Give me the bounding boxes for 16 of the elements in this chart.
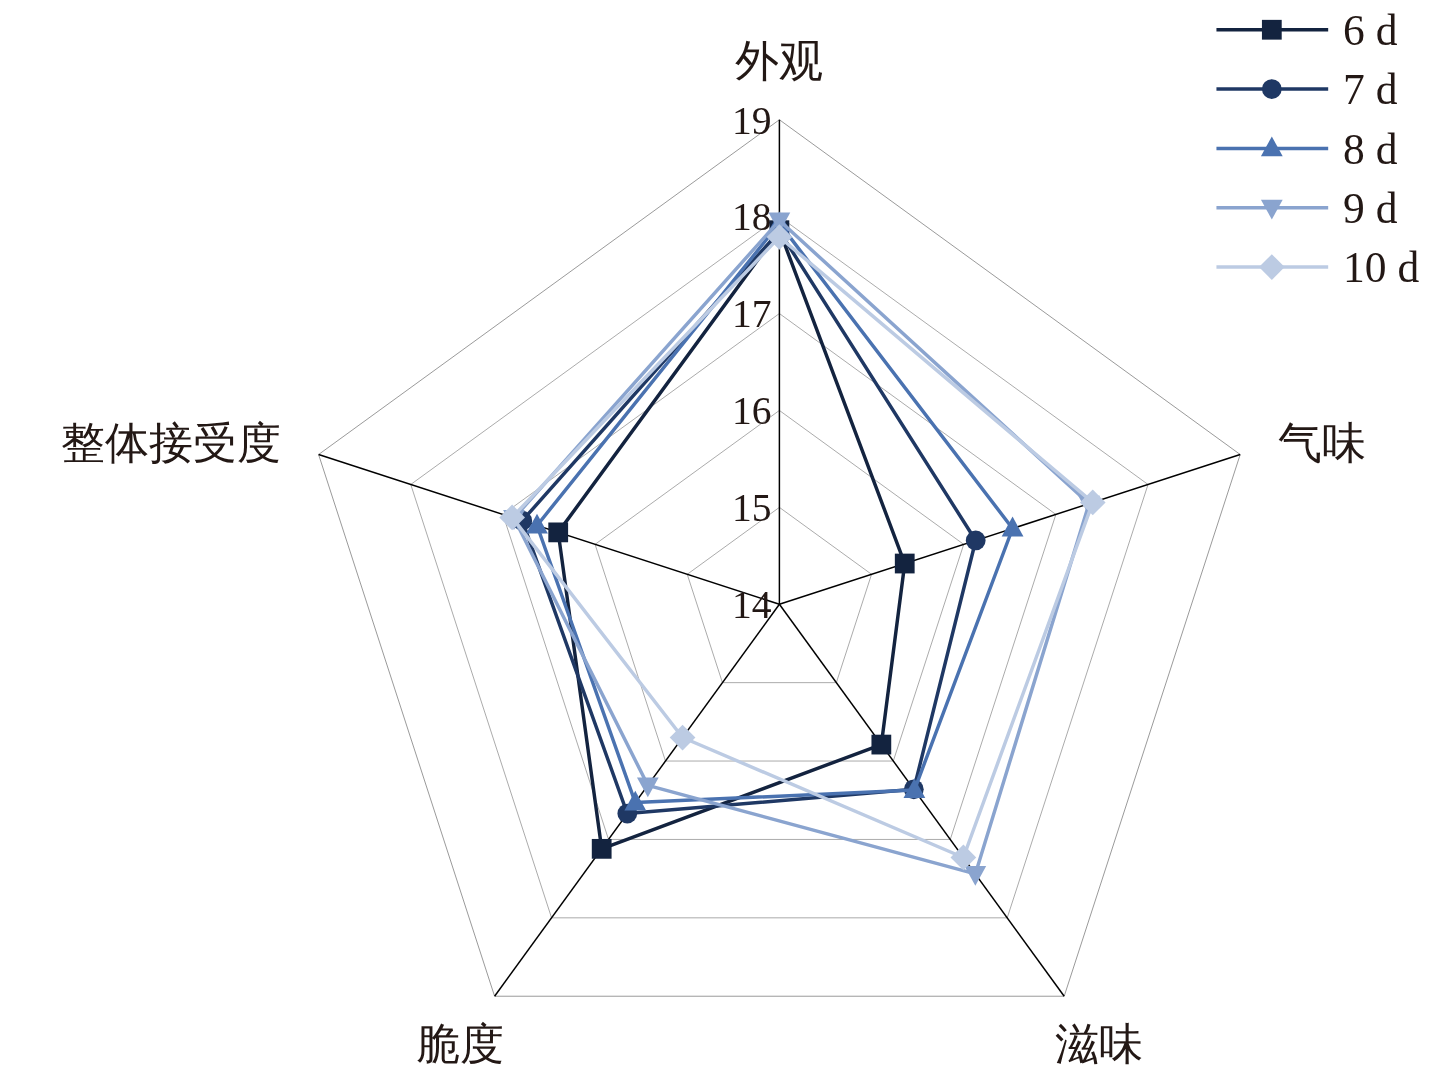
y-tick-label: 15 xyxy=(731,486,772,531)
y-tick-label: 14 xyxy=(731,583,772,628)
spoke-label: 整体接受度 xyxy=(60,418,281,467)
y-tick-label: 16 xyxy=(731,389,772,434)
spoke-label: 脆度 xyxy=(415,1020,504,1069)
legend-label: 8 d xyxy=(1343,124,1398,173)
legend-label: 7 d xyxy=(1343,65,1398,114)
legend-label: 6 d xyxy=(1343,5,1398,54)
y-tick-label: 19 xyxy=(731,98,772,143)
y-tick-label: 18 xyxy=(731,195,772,240)
spoke-label: 滋味 xyxy=(1055,1020,1144,1069)
legend-label: 10 d xyxy=(1343,243,1420,292)
spoke-label: 外观 xyxy=(735,36,824,85)
legend-label: 9 d xyxy=(1343,183,1398,232)
y-tick-label: 17 xyxy=(731,292,772,337)
spoke-label: 气味 xyxy=(1277,418,1366,467)
